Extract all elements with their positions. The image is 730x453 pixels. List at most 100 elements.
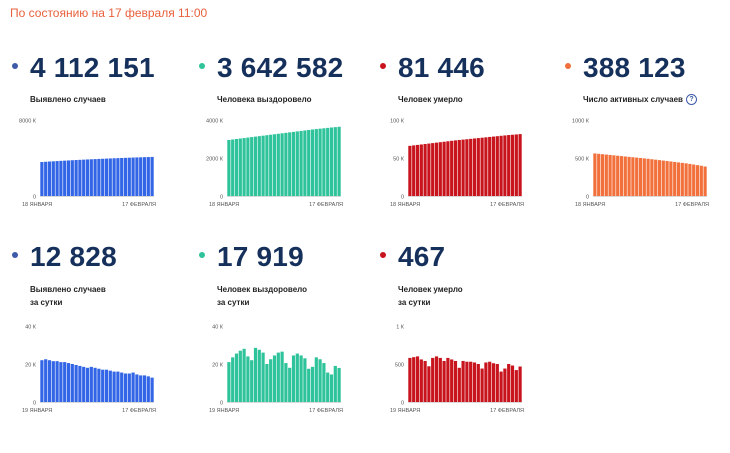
chart-bar (139, 157, 143, 196)
chart-bar (127, 373, 131, 402)
chart-bar (238, 138, 242, 196)
x-tick-label-start: 18 ЯНВАРЯ (22, 202, 52, 208)
chart-bar (453, 140, 458, 196)
chart-bar (231, 139, 235, 196)
chart-bar (333, 365, 337, 402)
stat-label-line2: за сутки (30, 298, 63, 307)
x-tick-label-start: 18 ЯНВАРЯ (390, 202, 420, 208)
bullet-icon (199, 252, 205, 258)
chart-bar (438, 357, 442, 402)
chart-bar (246, 137, 250, 196)
stat-card-active: 388 123 Число активных случаев? 1000 К 50… (565, 52, 725, 217)
chart-bar (631, 157, 635, 196)
stat-label-line1: Выявлено случаев (30, 285, 106, 294)
chart-bar (288, 367, 292, 402)
chart-bar (427, 143, 431, 196)
bullet-icon (565, 63, 571, 69)
chart-bar (288, 132, 292, 196)
chart-bar (318, 128, 322, 196)
x-tick-label-end: 17 ФЕВРАЛЯ (675, 202, 709, 208)
y-tick-label: 50 К (393, 157, 405, 163)
chart-bar (480, 137, 484, 196)
chart-bar (642, 158, 646, 196)
y-tick-label: 2000 К (206, 157, 224, 163)
chart-bar (93, 159, 97, 196)
chart-bar (82, 159, 86, 196)
bullet-icon (12, 63, 18, 69)
chart-bar (44, 161, 48, 196)
y-tick-label: 20 К (212, 363, 224, 369)
chart-bar (495, 364, 499, 402)
chart-bar (284, 132, 288, 196)
chart-bar (47, 360, 52, 402)
chart-bar (51, 161, 55, 196)
chart-bar (261, 352, 265, 402)
chart-bar (510, 134, 515, 196)
chart-bar (150, 156, 154, 196)
chart-bar (280, 133, 284, 196)
chart-daily-recovered: 40 К 20 К 019 ЯНВАРЯ 17 ФЕВРАЛЯ (209, 325, 343, 415)
chart-bar (146, 376, 150, 402)
chart-bar (253, 136, 258, 197)
chart-daily-deaths: 1 К 500 019 ЯНВАРЯ 17 ФЕВРАЛЯ (390, 325, 524, 415)
question-circle-icon[interactable]: ? (685, 94, 697, 106)
y-tick-label: 8000 К (19, 119, 37, 125)
chart-bar (408, 357, 412, 402)
y-tick-label: 40 К (25, 325, 37, 331)
stat-card-deaths: 81 446 Человек умерло 100 К 50 К 0 18 ЯНВАР… (380, 52, 540, 217)
stat-label: Человека выздоровело (217, 95, 312, 104)
y-tick-label: 0 (33, 401, 36, 407)
x-tick-label-start: 18 ЯНВАРЯ (209, 202, 239, 208)
stat-value: 12 828 (30, 241, 117, 272)
chart-bar (333, 127, 337, 196)
chart-bar (108, 370, 112, 402)
chart-bar (688, 163, 692, 196)
chart-bar (654, 159, 658, 196)
chart-total-cases: 8000 К 018 ЯНВАРЯ 17 ФЕВРАЛЯ (19, 119, 156, 209)
chart-bar (431, 357, 435, 402)
stat-label: Число активных случаев? (583, 94, 697, 106)
chart-bar (272, 134, 277, 196)
chart-bar (63, 362, 67, 402)
chart-bar (408, 145, 412, 196)
stat-label: Человек умерло (398, 95, 463, 104)
chart-bar (627, 156, 631, 196)
chart-bar (695, 165, 700, 196)
chart-bar (446, 357, 450, 402)
chart-bar (491, 363, 496, 402)
chart-bar (518, 366, 522, 402)
chart-bar (446, 141, 450, 196)
chart-bar (676, 162, 681, 196)
chart-bar (442, 141, 446, 196)
chart-bar (612, 155, 616, 196)
x-tick-label-end: 17 ФЕВРАЛЯ (122, 408, 156, 414)
chart-bar (310, 366, 315, 402)
chart-bar (499, 371, 503, 402)
chart-bar (272, 355, 277, 402)
chart-bar (608, 154, 612, 196)
chart-bar (438, 142, 442, 196)
chart-bar (101, 158, 105, 196)
chart-bar (650, 159, 654, 196)
chart-bar (104, 158, 109, 196)
chart-bar (120, 372, 124, 402)
chart-bar (423, 360, 427, 402)
chart-bar (303, 358, 307, 402)
chart-bar (307, 129, 311, 196)
y-tick-label: 0 (586, 195, 589, 201)
chart-bar (131, 157, 135, 196)
chart-bar (74, 160, 78, 196)
chart-bar (234, 139, 239, 196)
x-tick-label-start: 19 ЯНВАРЯ (390, 408, 420, 414)
chart-bar (120, 157, 124, 196)
chart-bar (123, 157, 128, 196)
chart-bar (472, 138, 477, 196)
y-tick-label: 1000 К (572, 119, 590, 125)
stat-label-line2: за сутки (217, 298, 250, 307)
stat-label: Выявлено случаев (30, 95, 106, 104)
chart-bar (139, 375, 143, 402)
chart-bar (337, 367, 341, 402)
chart-bar (514, 370, 518, 402)
chart-bar (484, 362, 488, 402)
x-tick-label-start: 18 ЯНВАРЯ (575, 202, 605, 208)
